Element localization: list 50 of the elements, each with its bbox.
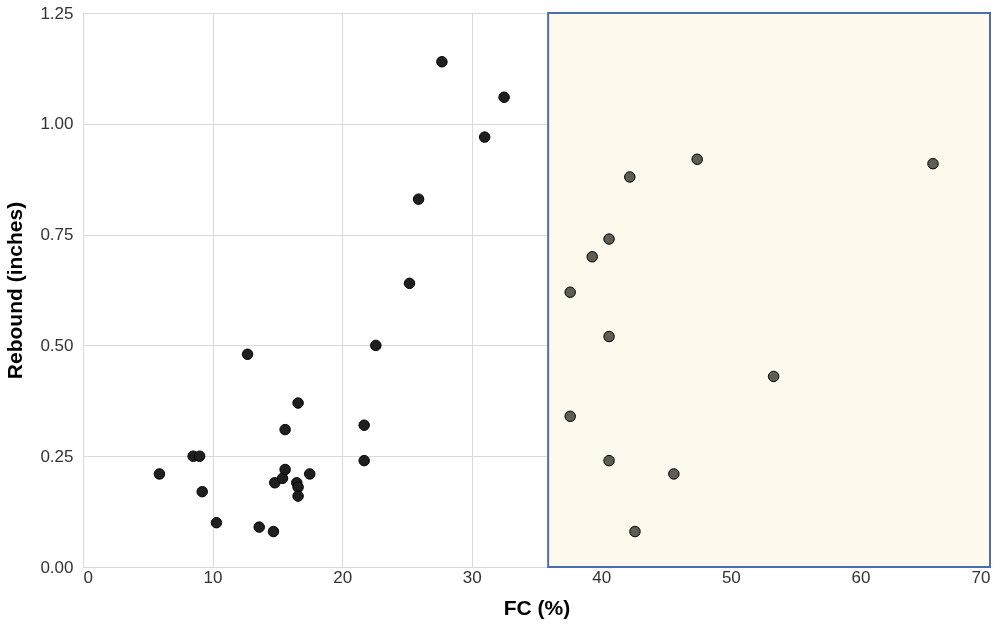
- y-tick-label: 1.00: [40, 114, 74, 134]
- point: [196, 485, 208, 498]
- point: [412, 193, 425, 205]
- point: [586, 251, 598, 263]
- x-tick-label: 30: [462, 567, 482, 587]
- point: [564, 410, 576, 423]
- point: [629, 525, 641, 538]
- x-tick-label: 60: [851, 567, 871, 587]
- x-tick-label: 40: [592, 567, 612, 587]
- x-tick-label: 70: [971, 567, 991, 587]
- point: [276, 472, 289, 485]
- point: [603, 233, 615, 245]
- x-tick-label: 10: [203, 567, 223, 587]
- point: [403, 277, 416, 290]
- point: [691, 153, 703, 165]
- point: [668, 468, 680, 480]
- point: [267, 525, 280, 538]
- y-tick-label: 0.00: [40, 557, 74, 577]
- point: [767, 370, 780, 383]
- y-axis-title: Rebound (inches): [3, 201, 27, 380]
- point: [210, 516, 223, 529]
- point: [358, 419, 370, 431]
- point: [927, 157, 939, 170]
- point: [498, 91, 510, 103]
- point: [253, 521, 265, 533]
- y-tick-label: 0.25: [40, 446, 74, 466]
- x-tick-label: 50: [721, 567, 741, 587]
- point: [241, 348, 254, 360]
- y-tick-label: 0.50: [40, 335, 74, 355]
- point: [153, 468, 166, 480]
- y-tick-label: 0.75: [40, 225, 74, 245]
- point: [603, 454, 615, 467]
- point: [279, 463, 291, 476]
- point: [193, 450, 206, 462]
- point: [478, 131, 491, 143]
- y-tick-label: 1.25: [40, 3, 74, 23]
- x-axis-title: FC (%): [503, 595, 571, 619]
- point: [269, 477, 281, 489]
- point: [279, 423, 291, 436]
- point: [292, 490, 304, 502]
- point: [292, 397, 304, 409]
- point: [436, 56, 448, 68]
- point: [304, 468, 316, 480]
- point: [358, 454, 370, 467]
- point: [624, 171, 636, 183]
- point: [564, 286, 576, 298]
- x-tick-label: 20: [333, 567, 353, 587]
- point: [603, 330, 615, 343]
- x-tick-label: 0: [83, 567, 93, 587]
- point: [370, 339, 382, 352]
